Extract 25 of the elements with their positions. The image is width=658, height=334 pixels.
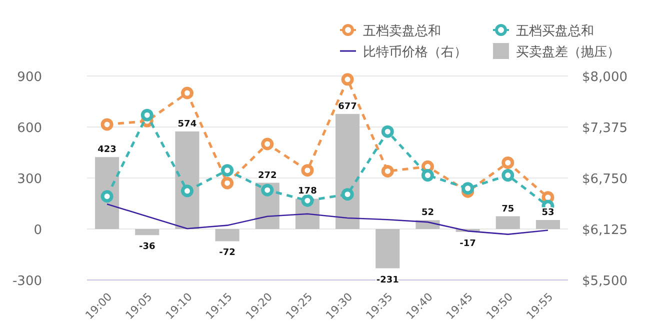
data-label: -36	[138, 242, 156, 252]
y-tick-label: 900	[17, 70, 42, 85]
legend-label: 买卖盘差（抛压）	[516, 45, 620, 60]
y2-tick-label: $8,000	[582, 70, 628, 85]
legend-label: 五档卖盘总和	[363, 24, 441, 39]
y2-tick-label: $6,750	[582, 172, 628, 187]
y-tick-label: 0	[34, 223, 42, 238]
y-tick-label: -300	[12, 274, 42, 289]
data-label: 75	[502, 204, 514, 214]
data-label: 423	[98, 145, 116, 156]
data-label: 677	[338, 102, 357, 112]
y-tick-label: 300	[17, 172, 42, 187]
data-label: 574	[178, 119, 197, 130]
data-label: -17	[460, 238, 476, 249]
data-label: 52	[421, 208, 434, 218]
legend-label: 比特币价格（右）	[363, 45, 467, 60]
data-label: -231	[376, 275, 399, 286]
legend-label: 五档买盘总和	[516, 24, 594, 39]
y2-tick-label: $7,375	[582, 121, 628, 136]
y2-tick-label: $6,125	[582, 223, 628, 238]
y2-tick-label: $5,500	[582, 274, 628, 289]
data-label: 272	[258, 170, 277, 181]
data-label: 178	[298, 186, 317, 197]
y-tick-label: 600	[17, 121, 42, 136]
data-label: -72	[219, 248, 236, 258]
